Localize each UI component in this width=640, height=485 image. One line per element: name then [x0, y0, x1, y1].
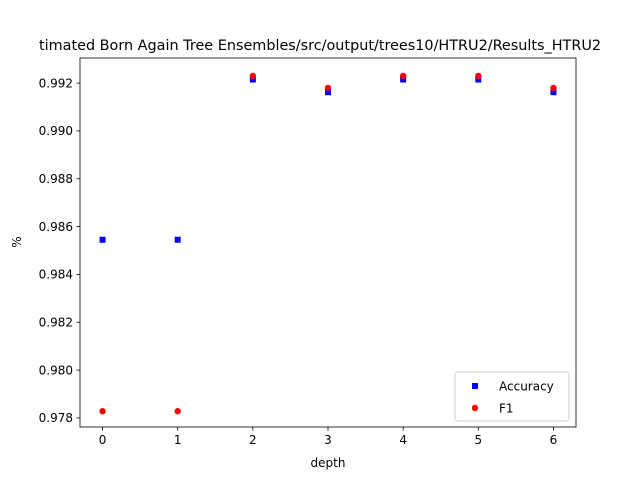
legend: Accuracy F1: [454, 371, 570, 422]
data-point-f1: [550, 84, 557, 92]
y-axis-label: %: [10, 236, 24, 247]
legend-marker-accuracy: [472, 383, 478, 389]
x-tick-label: 3: [324, 433, 332, 447]
y-tick-label: 0.988: [39, 172, 73, 186]
data-point-accuracy: [400, 76, 407, 83]
data-point-accuracy: [174, 236, 181, 243]
data-point-accuracy: [550, 89, 557, 96]
data-point-f1: [475, 72, 482, 80]
data-point-accuracy: [475, 76, 482, 83]
x-tick-label: 6: [550, 433, 558, 447]
chart-title: timated Born Again Tree Ensembles/src/ou…: [39, 38, 601, 54]
data-point-f1: [249, 72, 257, 80]
data-point-f1: [324, 84, 332, 92]
x-axis-label: depth: [311, 456, 346, 470]
legend-box: [454, 371, 570, 422]
data-point-f1: [399, 72, 407, 80]
data-point-f1: [99, 408, 106, 415]
data-point-accuracy: [99, 236, 106, 243]
x-tick-label: 0: [99, 433, 107, 447]
data-point-accuracy: [325, 89, 331, 96]
legend-label: F1: [499, 402, 514, 416]
y-tick-label: 0.978: [39, 411, 73, 425]
y-axis-ticks: 0.978 0.980 0.982 0.984 0.986 0.988 0.990 0.992: [39, 76, 80, 425]
x-tick-label: 5: [474, 433, 482, 447]
series-2: [99, 72, 557, 415]
y-tick-label: 0.984: [39, 268, 73, 282]
series-1: [99, 76, 557, 243]
data-point-accuracy: [249, 76, 256, 83]
x-tick-label: 4: [399, 433, 407, 447]
y-tick-label: 0.986: [39, 220, 73, 234]
y-tick-label: 0.980: [39, 363, 73, 377]
x-axis-ticks: 0 1 2 3 4 5 6: [99, 427, 558, 447]
y-tick-label: 0.992: [39, 76, 73, 90]
y-tick-label: 0.990: [39, 124, 73, 138]
y-tick-label: 0.982: [39, 316, 73, 330]
x-tick-label: 2: [249, 433, 257, 447]
legend-label: Accuracy: [499, 380, 554, 394]
data-point-f1: [174, 408, 181, 415]
plot-area: 0 1 2 3 4 5 60.9780.9800.9820.9840.9860.9880.9…: [39, 57, 577, 447]
legend-marker-f1: [471, 404, 479, 412]
x-tick-label: 1: [174, 433, 182, 447]
